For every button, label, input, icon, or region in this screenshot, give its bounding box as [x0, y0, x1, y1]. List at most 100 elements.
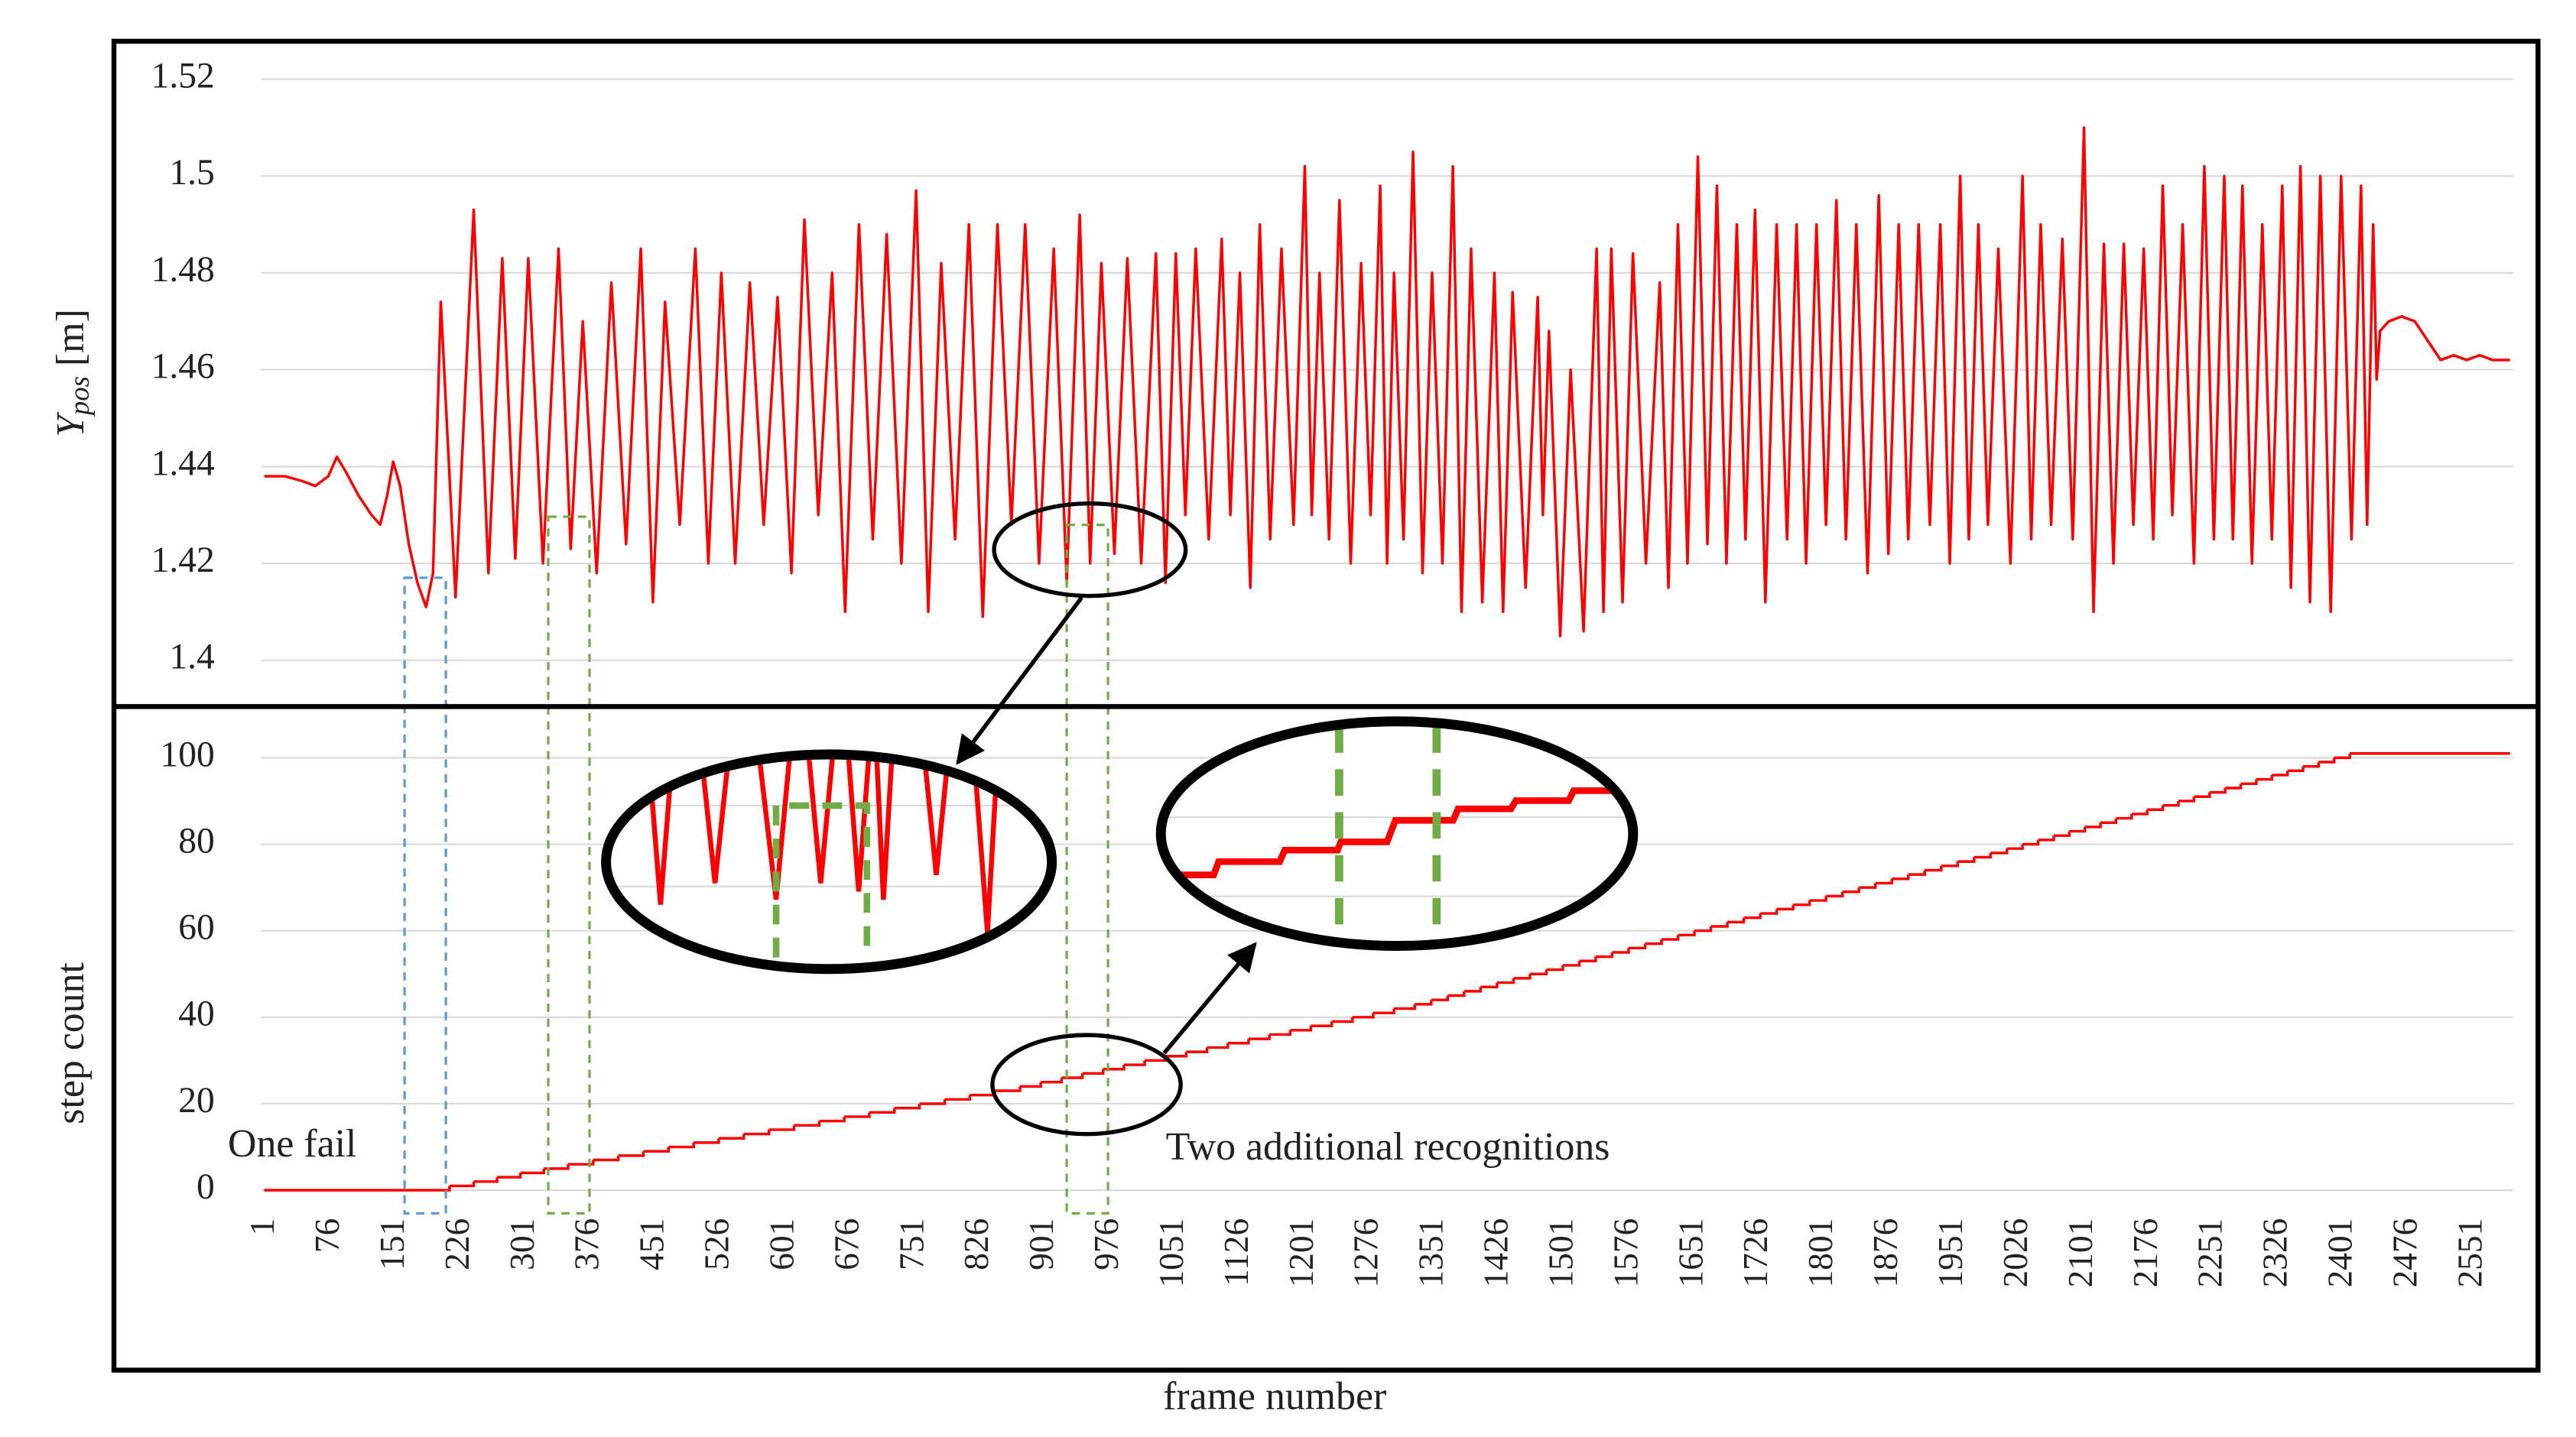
- x-tick-label: 976: [1087, 1218, 1126, 1270]
- x-tick-label: 751: [892, 1218, 931, 1270]
- x-tick-label: 2026: [1996, 1218, 2035, 1288]
- y-subscript: pos: [63, 376, 95, 417]
- step-segment: [2069, 826, 2087, 833]
- x-tick-label: 1501: [1541, 1218, 1580, 1288]
- recognition-box: [547, 515, 591, 1215]
- step-segment: [1207, 1043, 1230, 1049]
- x-tick-label: 2476: [2386, 1218, 2424, 1288]
- step-segment: [1710, 922, 1729, 928]
- grid-layer: [261, 78, 2513, 1192]
- step-segment: [2053, 831, 2071, 837]
- y-tick-label: 20: [178, 1081, 214, 1121]
- x-tick-label: 1951: [1931, 1218, 1970, 1288]
- step-segment: [694, 1138, 720, 1144]
- x-tick-label: 1351: [1412, 1218, 1450, 1288]
- step-segment: [1776, 904, 1795, 911]
- y-tick-label: 100: [161, 735, 215, 774]
- y-tick-label: 60: [178, 908, 214, 948]
- step-segment: [1186, 1047, 1209, 1053]
- step-segment: [544, 1164, 570, 1170]
- step-segment: [1123, 1060, 1146, 1066]
- step-segment: [2147, 805, 2165, 811]
- step-segment: [1628, 943, 1647, 950]
- x-tick-label: 1201: [1282, 1218, 1320, 1288]
- step-segment: [1480, 982, 1499, 988]
- step-segment: [618, 1151, 645, 1157]
- x-tick-label: 2326: [2256, 1218, 2295, 1288]
- x-tick-label: 676: [827, 1218, 866, 1270]
- step-segment: [1875, 878, 1893, 885]
- step-segment: [2194, 792, 2211, 799]
- step-segment: [1311, 1021, 1333, 1027]
- step-segment: [869, 1108, 896, 1114]
- x-tick-label: 1426: [1477, 1218, 1515, 1288]
- step-segment: [2256, 774, 2273, 781]
- step-segment: [1760, 909, 1779, 915]
- x-tick-label: 1276: [1347, 1218, 1385, 1288]
- step-segment: [944, 1095, 972, 1101]
- step-segment: [919, 1099, 947, 1105]
- step-segment: [2272, 770, 2289, 777]
- x-tick-label: 451: [633, 1218, 671, 1270]
- step-segment: [2131, 809, 2149, 816]
- step-segment: [1990, 848, 2009, 855]
- x-tick-label: 1726: [1736, 1218, 1775, 1288]
- step-segment: [1415, 1000, 1433, 1006]
- recognition-box: [1065, 524, 1109, 1215]
- step-segment: [768, 1125, 796, 1131]
- step-segment: [1546, 965, 1564, 972]
- step-segment: [1496, 978, 1515, 984]
- y-tick-label: 1.48: [151, 250, 215, 290]
- step-segment: [1082, 1069, 1105, 1075]
- step-segment: [1165, 1052, 1188, 1058]
- arrow: [1162, 942, 1257, 1055]
- step-segment: [2116, 813, 2133, 820]
- x-tick-label: 2401: [2321, 1218, 2360, 1288]
- arrow: [956, 596, 1083, 765]
- step-segment: [1595, 952, 1614, 959]
- x-tick-label: 76: [308, 1218, 346, 1253]
- x-tick-label: 226: [438, 1218, 476, 1270]
- step-segment: [1694, 926, 1713, 933]
- y-tick-label: 40: [178, 994, 214, 1034]
- step-segment: [520, 1168, 545, 1175]
- step-segment: [2084, 822, 2102, 829]
- step-segment: [718, 1134, 746, 1140]
- step-segment: [2334, 753, 2351, 760]
- step-segment: [593, 1155, 620, 1162]
- step-segment: [1727, 917, 1746, 924]
- zoom-inset: [1155, 716, 1639, 951]
- step-segment: [970, 1091, 996, 1097]
- step-segment: [1352, 1013, 1375, 1019]
- step-segment: [1579, 956, 1597, 963]
- focus-ellipse: [992, 501, 1188, 598]
- x-tick-label: 376: [568, 1218, 606, 1270]
- step-segment: [1463, 987, 1483, 993]
- step-segment: [2303, 762, 2321, 768]
- x-tick-label: 1: [243, 1218, 281, 1236]
- x-tick-label: 2101: [2061, 1218, 2100, 1288]
- annotation: One fail: [228, 1122, 356, 1166]
- data-line: [264, 126, 2510, 637]
- step-segment: [1809, 896, 1827, 902]
- step-segment: [1394, 1004, 1417, 1010]
- step-segment: [844, 1112, 871, 1118]
- x-tick-label: 1576: [1606, 1218, 1645, 1288]
- y-axis-title: Ypos [m]: [49, 309, 95, 437]
- step-segment: [1973, 852, 1992, 859]
- x-tick-label: 1651: [1671, 1218, 1710, 1288]
- step-segment: [1892, 874, 1910, 881]
- step-segment: [1269, 1030, 1291, 1036]
- step-segment: [1103, 1065, 1126, 1071]
- zoom-inset: [601, 749, 1057, 975]
- fail-box: [403, 576, 447, 1215]
- x-tick-label: 2551: [2451, 1218, 2489, 1288]
- step-segment: [2006, 844, 2024, 850]
- step-segment: [2225, 783, 2243, 790]
- data-layer: [264, 126, 2510, 1192]
- x-tick-label: 2176: [2126, 1218, 2165, 1288]
- step-segment: [1447, 991, 1466, 997]
- step-segment: [1793, 900, 1811, 907]
- step-segment: [264, 1186, 451, 1192]
